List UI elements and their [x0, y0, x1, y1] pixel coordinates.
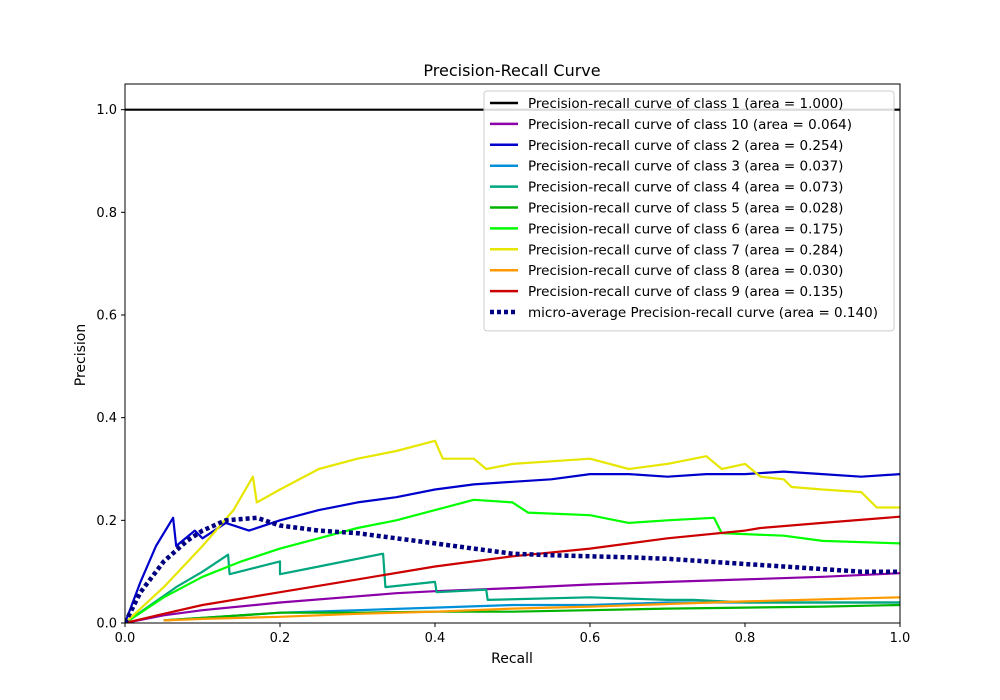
x-tick-label: 0.8 — [735, 631, 756, 646]
y-tick-label: 0.2 — [96, 514, 117, 529]
legend-box — [483, 90, 895, 332]
x-axis: 0.0 0.2 0.4 0.6 0.8 1.0 — [115, 623, 911, 646]
legend: Precision-recall curve of class 1 (area … — [483, 90, 895, 332]
x-axis-label: Recall — [491, 651, 533, 667]
legend-item: Precision-recall curve of class 7 (area … — [490, 242, 843, 258]
y-tick-label: 0.4 — [96, 411, 117, 426]
y-tick-label: 1.0 — [96, 103, 117, 118]
legend-item: Precision-recall curve of class 4 (area … — [490, 180, 843, 196]
y-tick-label: 0.0 — [96, 617, 117, 632]
x-tick-label: 1.0 — [890, 631, 911, 646]
legend-item: Precision-recall curve of class 5 (area … — [490, 201, 843, 217]
legend-item: Precision-recall curve of class 8 (area … — [490, 263, 843, 279]
series-line-5 — [125, 552, 900, 623]
x-tick-label: 0.0 — [115, 631, 136, 646]
legend-item: Precision-recall curve of class 2 (area … — [490, 138, 843, 154]
legend-label: micro-average Precision-recall curve (ar… — [528, 305, 878, 321]
legend-label: Precision-recall curve of class 3 (area … — [528, 159, 843, 175]
series-line-3 — [125, 470, 900, 623]
legend-label: Precision-recall curve of class 4 (area … — [528, 180, 843, 196]
series-line-9 — [163, 596, 900, 622]
x-tick-label: 0.2 — [270, 631, 291, 646]
series-lines — [125, 108, 900, 623]
legend-item: Precision-recall curve of class 1 (area … — [490, 96, 843, 112]
legend-item: micro-average Precision-recall curve (ar… — [490, 305, 878, 321]
series-line-11 — [125, 515, 900, 623]
legend-label: Precision-recall curve of class 6 (area … — [528, 221, 843, 237]
legend-label: Precision-recall curve of class 10 (area… — [528, 117, 852, 133]
y-axis: 0.0 0.2 0.4 0.6 0.8 1.0 — [96, 103, 125, 632]
plot-frame — [124, 83, 901, 624]
y-tick-label: 0.6 — [96, 309, 117, 324]
legend-label: Precision-recall curve of class 7 (area … — [528, 242, 843, 258]
legend-label: Precision-recall curve of class 1 (area … — [528, 96, 843, 112]
x-tick-label: 0.4 — [425, 631, 446, 646]
series-line-2 — [125, 572, 900, 623]
series-line-8 — [125, 439, 900, 623]
legend-item: Precision-recall curve of class 6 (area … — [490, 221, 843, 237]
x-tick-label: 0.6 — [580, 631, 601, 646]
legend-item: Precision-recall curve of class 9 (area … — [490, 284, 843, 300]
legend-label: Precision-recall curve of class 5 (area … — [528, 201, 843, 217]
plot-area — [124, 83, 901, 624]
series-line-6 — [163, 603, 900, 622]
y-tick-label: 0.8 — [96, 206, 117, 221]
legend-label: Precision-recall curve of class 8 (area … — [528, 263, 843, 279]
series-line-10 — [125, 515, 900, 623]
series-line-7 — [125, 498, 900, 623]
legend-item: Precision-recall curve of class 10 (area… — [490, 117, 852, 133]
legend-label: Precision-recall curve of class 2 (area … — [528, 138, 843, 154]
legend-item: Precision-recall curve of class 3 (area … — [490, 159, 843, 175]
chart-title: Precision-Recall Curve — [423, 61, 600, 80]
legend-label: Precision-recall curve of class 9 (area … — [528, 284, 843, 300]
y-axis-label: Precision — [73, 324, 89, 386]
